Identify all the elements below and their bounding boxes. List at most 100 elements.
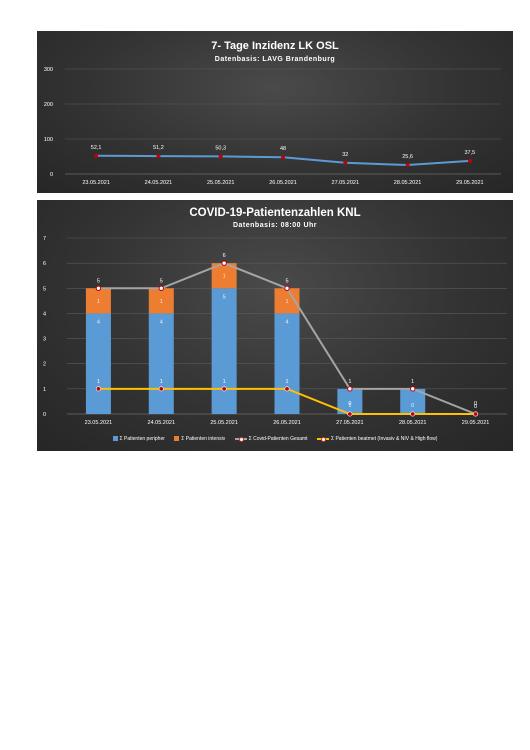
incidence-point <box>218 154 223 159</box>
gesamt-point <box>284 285 290 291</box>
bar-intensiv <box>85 288 111 314</box>
y-tick-label: 3 <box>43 337 46 343</box>
beatmet-data-label: 1 <box>160 379 163 385</box>
bar-intensiv <box>148 288 174 314</box>
incidence-data-label: 51,2 <box>153 145 164 151</box>
x-tick-label: 24.05.2021 <box>145 180 173 186</box>
incidence-point <box>94 153 99 158</box>
bar-peripher <box>148 313 174 414</box>
beatmet-point <box>221 386 227 392</box>
gesamt-data-label: 5 <box>160 278 163 284</box>
legend-item-peripher: Σ Patienten peripher <box>112 436 165 442</box>
y-tick-label: 0 <box>50 172 53 178</box>
beatmet-data-label: 0 <box>348 401 351 407</box>
legend-label-gesamt: Σ Covid-Patienten Gesamt <box>248 436 308 442</box>
bar-intensiv-label: 1 <box>160 299 163 305</box>
y-tick-label: 0 <box>43 412 46 418</box>
patients-chart-title: COVID-19-Patientenzahlen KNL <box>189 207 361 219</box>
gesamt-data-label: 1 <box>348 379 351 385</box>
incidence-data-label: 48 <box>280 146 286 152</box>
bar-peripher <box>211 288 237 414</box>
gesamt-data-label: 0 <box>474 404 477 410</box>
incidence-data-label: 32 <box>342 152 348 158</box>
bar-peripher-label: 0 <box>411 403 414 409</box>
legend-label-peripher: Σ Patienten peripher <box>119 436 165 442</box>
x-tick-label: 26.05.2021 <box>273 420 301 426</box>
bar-intensiv-label: 1 <box>223 274 226 280</box>
incidence-point <box>156 154 161 159</box>
legend-item-gesamt: Σ Covid-Patienten Gesamt <box>234 436 308 442</box>
x-tick-label: 27.05.2021 <box>332 180 360 186</box>
bar-peripher-label: 4 <box>160 319 163 325</box>
x-tick-label: 26.05.2021 <box>269 180 297 186</box>
gesamt-data-label: 6 <box>223 253 226 259</box>
incidence-chart-svg: 0 100 200 300 23.05.2021 24.05.2021 25.05.2021… <box>44 67 501 186</box>
beatmet-data-label: 0 <box>474 401 477 407</box>
y-tick-label: 100 <box>44 137 53 143</box>
incidence-data-label: 25,6 <box>402 154 413 160</box>
patients-chart-subtitle: Datenbasis: 08:00 Uhr <box>232 222 318 229</box>
gesamt-point <box>95 285 102 291</box>
gesamt-data-label: 1 <box>411 379 414 385</box>
beatmet-data-label: 1 <box>285 379 288 385</box>
bar-peripher-label: 4 <box>285 319 288 325</box>
patients-chart-legend: Σ Patienten peripher Σ Patienten intensi… <box>37 436 513 442</box>
x-tick-label: 27.05.2021 <box>336 420 364 426</box>
x-tick-label: 28.05.2021 <box>394 180 422 186</box>
incidence-chart-subtitle: Datenbasis: LAVG Brandenburg <box>214 56 336 63</box>
beatmet-point <box>347 411 353 417</box>
legend-swatch-beatmet <box>316 436 329 442</box>
incidence-data-label: 50,3 <box>215 145 226 151</box>
bar-peripher-label: 5 <box>223 294 226 300</box>
legend-item-beatmet: Σ Patienten beatmet (Invasiv & NIV & Hig… <box>316 436 438 442</box>
legend-label-beatmet: Σ Patienten beatmet (Invasiv & NIV & Hig… <box>330 436 438 442</box>
bar-peripher-label: 1 <box>348 403 351 409</box>
incidence-point <box>467 158 472 163</box>
y-tick-label: 7 <box>43 236 46 242</box>
x-tick-label: 24.05.2021 <box>148 420 176 426</box>
bar-peripher <box>85 313 111 414</box>
legend-swatch-gesamt <box>234 436 247 442</box>
legend-item-intensiv: Σ Patienten intensiv <box>174 436 225 442</box>
legend-swatch-intensiv <box>174 436 180 442</box>
beatmet-data-label: 1 <box>97 379 100 385</box>
x-tick-label: 25.05.2021 <box>210 420 238 426</box>
beatmet-point <box>158 386 164 392</box>
bar-intensiv-label: 1 <box>285 299 288 305</box>
incidence-chart-panel: 0 100 200 300 23.05.2021 24.05.2021 25.05.2021… <box>37 31 513 193</box>
incidence-data-label: 37,5 <box>464 150 475 156</box>
incidence-chart-title: 7- Tage Inzidenz LK OSL <box>211 40 339 52</box>
x-tick-label: 23.05.2021 <box>85 420 113 426</box>
beatmet-data-label: 1 <box>223 379 226 385</box>
gesamt-data-label: 5 <box>97 278 100 284</box>
beatmet-point <box>284 386 290 392</box>
bar-intensiv-label: 1 <box>97 299 100 305</box>
incidence-point <box>343 160 348 165</box>
y-tick-label: 5 <box>43 286 46 292</box>
gesamt-point <box>410 386 416 392</box>
x-tick-label: 29.05.2021 <box>462 420 490 426</box>
x-tick-label: 23.05.2021 <box>82 180 110 186</box>
y-tick-label: 6 <box>43 261 46 267</box>
gesamt-point <box>347 386 353 392</box>
x-tick-label: 29.05.2021 <box>456 180 484 186</box>
y-tick-label: 2 <box>43 362 46 368</box>
y-tick-label: 1 <box>43 387 46 393</box>
bar-peripher-label: 4 <box>97 319 100 325</box>
beatmet-point <box>410 411 416 417</box>
incidence-point <box>281 155 285 160</box>
bar-peripher <box>274 313 300 414</box>
incidence-data-label: 52,1 <box>91 145 102 151</box>
gesamt-point <box>221 260 227 266</box>
y-tick-label: 200 <box>44 102 53 108</box>
patients-chart-panel: 0 1 2 3 4 5 6 7 23.05.2021 24.05.2021 25.05.2021 26… <box>37 200 513 451</box>
beatmet-point <box>95 386 101 392</box>
gesamt-data-label: 5 <box>285 278 288 284</box>
incidence-point <box>405 163 410 168</box>
beatmet-point <box>473 411 479 417</box>
legend-label-intensiv: Σ Patienten intensiv <box>181 436 226 442</box>
x-tick-label: 28.05.2021 <box>399 420 427 426</box>
legend-swatch-peripher <box>112 436 118 442</box>
y-tick-label: 4 <box>43 311 46 317</box>
gesamt-point <box>158 285 164 291</box>
